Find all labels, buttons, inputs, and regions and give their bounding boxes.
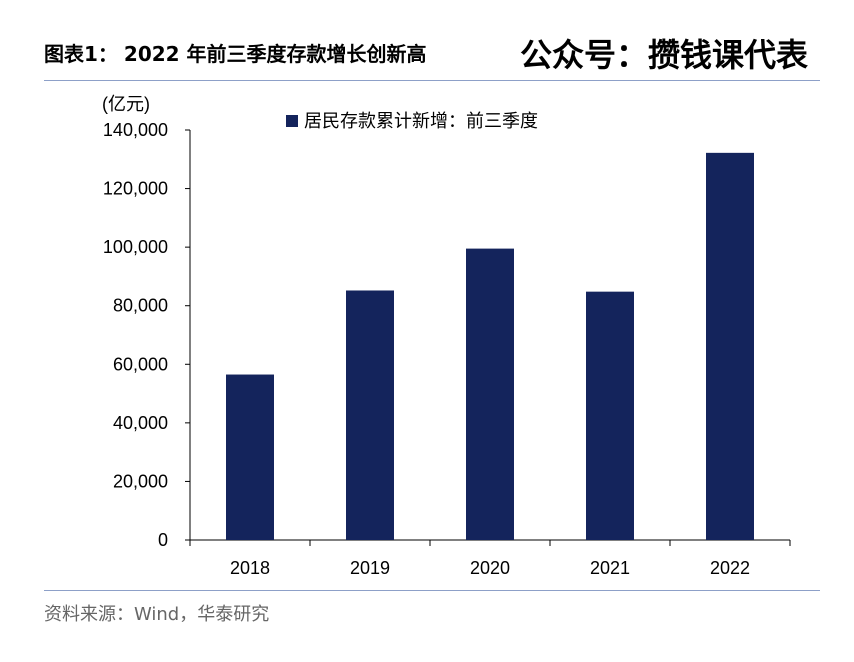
bottom-rule: [44, 590, 820, 591]
bar-chart: 0 20,000 40,000 60,000 80,000 100,000 120,000 1…: [102, 94, 791, 578]
y-tick-label: 40,000: [113, 413, 168, 433]
y-tick-label: 140,000: [103, 120, 168, 140]
bar-2018: [226, 374, 274, 540]
x-tick-label: 2018: [230, 558, 270, 578]
x-tick-label: 2020: [470, 558, 510, 578]
y-unit-label: (亿元): [102, 94, 150, 114]
x-tick-label: 2021: [590, 558, 630, 578]
x-tick-label: 2019: [350, 558, 390, 578]
y-tick-label: 80,000: [113, 296, 168, 316]
bar-2022: [706, 152, 754, 541]
bar-2021: [586, 291, 634, 540]
bar-2019: [346, 290, 394, 540]
legend-label: 居民存款累计新增：前三季度: [304, 111, 538, 132]
y-tick-label: 20,000: [113, 471, 168, 491]
figure-title-text: 2022 年前三季度存款增长创新高: [123, 42, 427, 66]
figure-title: 图表1： 2022 年前三季度存款增长创新高: [44, 38, 427, 67]
y-tick-label: 120,000: [103, 179, 168, 199]
watermark-text: 公众号：攒钱课代表: [520, 36, 809, 74]
y-tick-label: 60,000: [113, 354, 168, 374]
bar-2020: [466, 248, 514, 540]
source-note: 资料来源：Wind，华泰研究: [44, 604, 270, 625]
y-tick-label: 100,000: [103, 237, 168, 257]
y-tick-label: 0: [158, 530, 168, 550]
x-tick-label: 2022: [710, 558, 750, 578]
top-rule: [44, 80, 820, 81]
figure-label: 图表1：: [44, 42, 118, 66]
legend-swatch: [286, 115, 298, 127]
